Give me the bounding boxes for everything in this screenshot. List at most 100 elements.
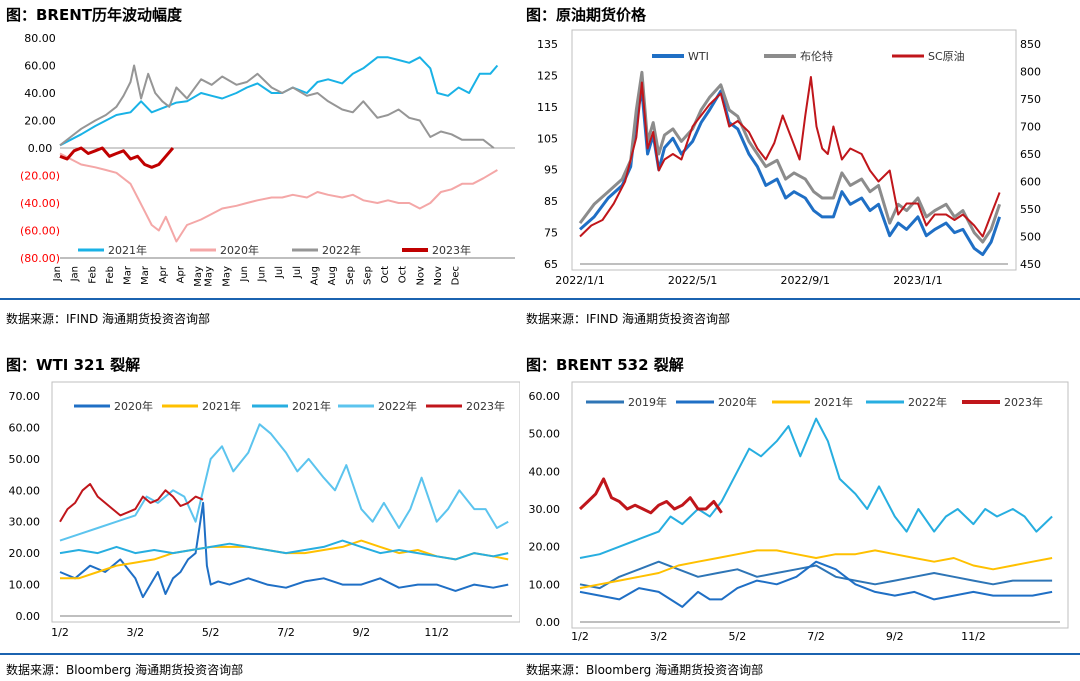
x-tick-label: 3/2 — [650, 630, 668, 643]
y-tick-label: 30.00 — [9, 516, 41, 529]
x-tick-label: 2022/5/1 — [668, 274, 717, 287]
y2-tick-label: 700 — [1020, 121, 1041, 134]
y-tick-label: 20.00 — [9, 547, 41, 560]
chart-title: 图：WTI 321 裂解 — [6, 356, 141, 374]
plot-frame — [571, 29, 1017, 271]
y-tick-label: 125 — [537, 69, 558, 82]
x-tick-label: Oct — [380, 266, 391, 283]
y2-tick-label: 600 — [1020, 176, 1041, 189]
series-line-0 — [579, 560, 1053, 590]
legend-label: 2021年 — [202, 399, 241, 413]
x-tick-label: Dec — [451, 266, 462, 285]
y-tick-label: (40.00) — [20, 197, 60, 210]
x-tick-label: 2022/1/1 — [555, 274, 604, 287]
legend-label: 布伦特 — [800, 49, 833, 63]
y-tick-label: (80.00) — [20, 252, 60, 265]
legend-label: 2021年 — [108, 243, 147, 257]
y-tick-label: (60.00) — [20, 225, 60, 238]
x-tick-label: May — [204, 266, 215, 287]
series-line-1 — [60, 539, 509, 580]
chart-title: 图：BRENT 532 裂解 — [526, 356, 684, 374]
y2-tick-label: 800 — [1020, 66, 1041, 79]
x-tick-label: 11/2 — [961, 630, 986, 643]
x-tick-label: 7/2 — [807, 630, 825, 643]
brent-532-chart: 60.00 50.00 40.00 30.00 20.00 10.00 0.00 1/2 3/2… — [529, 381, 1069, 643]
y-tick-label: 65 — [544, 258, 558, 271]
y-tick-label: 135 — [537, 38, 558, 51]
series-line-1 — [579, 560, 1053, 608]
series-line-2 — [579, 76, 1001, 238]
x-tick-label: 5/2 — [202, 626, 220, 639]
y-tick-label: 80.00 — [24, 32, 56, 45]
legend-label: 2023年 — [432, 243, 471, 257]
y-tick-label: 30.00 — [529, 503, 561, 516]
y-tick-label: 40.00 — [9, 484, 41, 497]
y-tick-label: 50.00 — [529, 428, 561, 441]
panel-brent-volatility: 图：BRENT历年波动幅度 80.00 60.00 40.00 20.00 0.00 (2… — [0, 0, 520, 330]
y2-tick-label: 750 — [1020, 93, 1041, 106]
series-line-2 — [579, 549, 1053, 590]
series-line-4 — [578, 477, 723, 515]
x-tick-label: 9/2 — [886, 630, 904, 643]
legend-label: 2020年 — [718, 395, 757, 409]
y-tick-label: 10.00 — [529, 578, 561, 591]
legend-label: 2020年 — [114, 399, 153, 413]
brent-volatility-chart: 80.00 60.00 40.00 20.00 0.00 (20.00) (40.00) (6… — [20, 32, 515, 287]
series-line-4 — [59, 483, 204, 523]
x-tick-label: Mar — [140, 265, 151, 285]
x-tick-label: Feb — [87, 266, 98, 284]
series-line-1 — [578, 70, 1002, 244]
series-line-0 — [59, 56, 499, 147]
divider — [520, 653, 1080, 655]
series-line-0 — [579, 89, 1002, 257]
series-line-3 — [59, 423, 509, 542]
y-tick-label: 20.00 — [24, 115, 56, 128]
source-note: 数据来源：IFIND 海通期货投资咨询部 — [526, 312, 731, 326]
legend-label: 2020年 — [220, 243, 259, 257]
legend-label: WTI — [688, 50, 709, 63]
x-tick-label: 3/2 — [126, 626, 144, 639]
legend-label: 2019年 — [628, 395, 667, 409]
y-tick-label: 60.00 — [24, 60, 56, 73]
y2-tick-label: 850 — [1020, 38, 1041, 51]
x-tick-label: Jun — [239, 266, 250, 283]
y-tick-label: 70.00 — [9, 390, 41, 403]
plot-frame — [51, 381, 520, 623]
y-tick-label: 75 — [544, 227, 558, 240]
x-tick-label: 1/2 — [571, 630, 589, 643]
y-tick-label: 20.00 — [529, 541, 561, 554]
x-tick-label: Aug — [327, 266, 338, 286]
y-tick-label: 40.00 — [529, 465, 561, 478]
x-tick-label: Apr — [175, 265, 186, 283]
source-note: 数据来源：IFIND 海通期货投资咨询部 — [6, 312, 211, 326]
chart-title: 图：BRENT历年波动幅度 — [6, 6, 183, 24]
source-note: 数据来源：Bloomberg 海通期货投资咨询部 — [6, 663, 244, 677]
y-tick-label: 95 — [544, 164, 558, 177]
x-tick-label: Oct — [398, 266, 409, 283]
y2-tick-label: 500 — [1020, 231, 1041, 244]
legend-label: SC原油 — [928, 49, 965, 63]
x-tick-label: 2023/1/1 — [893, 274, 942, 287]
y-tick-label: 60.00 — [529, 390, 561, 403]
chart-title: 图：原油期货价格 — [526, 6, 647, 24]
y-tick-label: 0.00 — [28, 142, 53, 155]
panel-crude-futures: 图：原油期货价格 135 125 115 105 95 85 75 65 850 800 750 70… — [520, 0, 1080, 330]
y-tick-label: 0.00 — [536, 616, 561, 629]
y-tick-label: 60.00 — [9, 421, 41, 434]
x-tick-label: 1/2 — [51, 626, 69, 639]
series-line-1 — [59, 152, 498, 243]
wti-321-chart: 70.00 60.00 50.00 40.00 30.00 20.00 10.00 0.00 1… — [9, 381, 520, 639]
y-tick-label: 115 — [537, 101, 558, 114]
x-tick-label: Apr — [158, 265, 169, 283]
y-tick-label: 10.00 — [9, 579, 41, 592]
x-tick-label: Sep — [362, 266, 373, 285]
series-line-3 — [59, 146, 175, 169]
y-tick-label: 105 — [537, 132, 558, 145]
x-tick-label: Feb — [105, 266, 116, 284]
legend-label: 2022年 — [908, 395, 947, 409]
legend-label: 2022年 — [378, 399, 417, 413]
x-tick-label: 11/2 — [424, 626, 449, 639]
crude-futures-chart: 135 125 115 105 95 85 75 65 850 800 750 700 650 600 55… — [537, 29, 1041, 287]
x-tick-label: May — [221, 266, 232, 287]
x-tick-label: Jul — [292, 266, 303, 279]
